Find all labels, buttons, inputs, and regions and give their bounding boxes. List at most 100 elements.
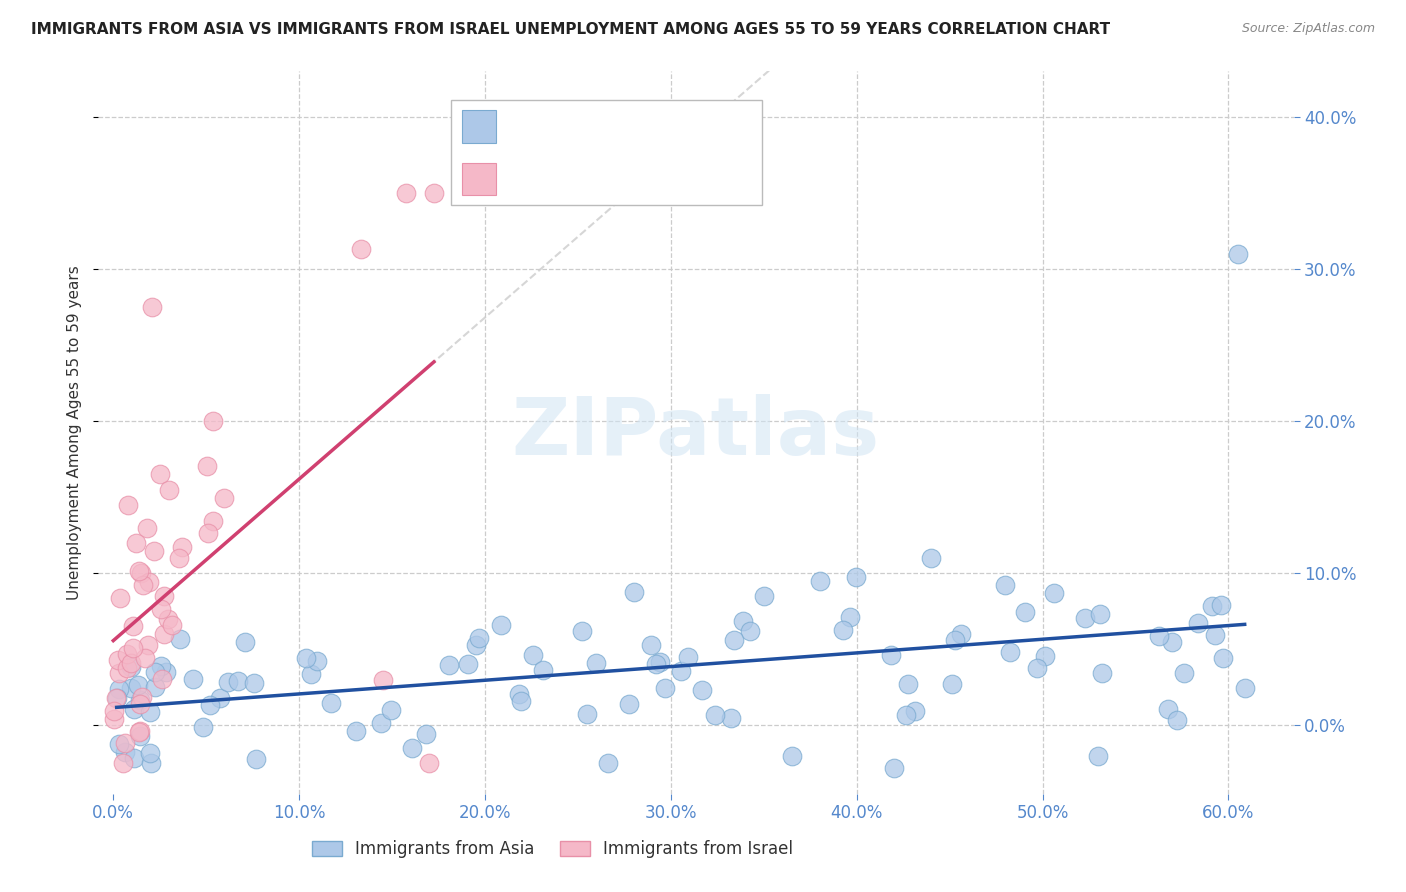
Point [103,704,125,718]
Point [114,736,136,750]
Point [129,730,152,744]
Point [740,624,762,638]
Point [138,638,160,652]
Point [1173,665,1195,680]
Point [198,698,221,713]
Point [1035,648,1057,663]
Point [1211,598,1233,612]
Point [120,681,142,696]
Point [575,706,598,721]
Point [128,723,150,738]
Point [654,681,676,695]
Point [122,619,145,633]
Point [307,654,329,668]
Point [464,638,486,652]
Text: IMMIGRANTS FROM ASIA VS IMMIGRANTS FROM ISRAEL UNEMPLOYMENT AMONG AGES 55 TO 59 : IMMIGRANTS FROM ASIA VS IMMIGRANTS FROM … [31,22,1111,37]
Point [423,186,446,200]
Point [155,665,177,679]
Point [1087,748,1109,763]
Point [245,752,267,766]
Point [138,705,160,719]
Point [832,624,855,638]
Point [143,680,166,694]
Point [491,618,513,632]
Point [949,626,972,640]
Point [669,664,692,678]
Point [1160,634,1182,648]
Point [344,723,367,738]
Point [380,703,402,717]
Point [141,300,163,314]
Point [195,458,218,473]
Point [1226,247,1249,261]
Point [218,675,240,690]
Point [193,719,215,733]
Point [121,641,143,656]
Point [132,578,155,592]
Point [157,483,180,497]
Point [299,667,322,681]
Point [467,631,489,645]
Point [1026,661,1049,675]
Point [648,656,671,670]
Point [395,186,418,200]
Point [439,658,461,673]
Point [640,638,662,652]
Point [143,665,166,679]
Point [149,601,172,615]
Point [138,575,160,590]
Point [945,632,967,647]
Point [894,708,917,723]
Point [585,656,607,670]
Point [108,591,131,606]
Point [105,690,128,705]
Point [1204,628,1226,642]
Point [135,521,157,535]
Point [108,665,131,680]
Point [457,657,479,672]
Point [508,687,530,701]
Point [202,414,225,428]
Point [904,704,927,718]
Point [676,650,699,665]
Point [880,648,903,662]
Point [704,707,727,722]
Point [242,676,264,690]
Point [160,618,183,632]
Point [128,564,150,578]
Point [1212,651,1234,665]
Point [531,663,554,677]
Point [415,727,437,741]
Point [153,627,176,641]
Point [838,610,860,624]
Point [111,756,134,771]
Point [780,748,803,763]
Point [107,653,129,667]
Point [169,632,191,646]
Point [228,674,250,689]
Point [319,697,342,711]
Point [720,711,742,725]
Point [138,746,160,760]
Point [108,737,131,751]
Point [645,657,668,672]
Point [108,681,131,696]
Text: ZIPatlas: ZIPatlas [512,393,880,472]
Point [1156,702,1178,716]
Point [522,648,544,662]
Point [115,647,138,661]
Point [349,242,371,256]
Point [1043,586,1066,600]
Point [153,590,176,604]
Point [1187,615,1209,630]
Point [752,589,775,603]
Point [1233,681,1256,695]
Point [1088,607,1111,621]
Point [150,658,173,673]
Point [128,693,150,707]
Point [120,656,142,670]
Point [214,491,236,505]
Point [598,756,620,771]
Point [128,725,150,739]
Point [115,661,138,675]
